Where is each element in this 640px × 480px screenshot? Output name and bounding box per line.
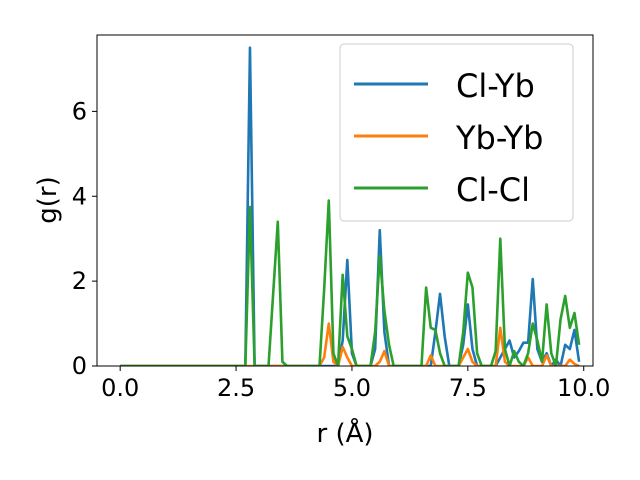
y-axis-ticks: 0 2 4 6 <box>72 97 97 380</box>
x-tick-label: 2.5 <box>217 374 255 402</box>
legend: Cl-Yb Yb-Yb Cl-Cl <box>339 43 574 222</box>
x-tick-label: 10.0 <box>557 374 610 402</box>
series-line-cl-cl <box>120 199 581 366</box>
x-tick-label: 7.5 <box>449 374 487 402</box>
plot-area <box>96 34 594 367</box>
legend-label-cl-cl: Cl-Cl <box>456 171 530 209</box>
y-tick-label: 6 <box>72 97 87 125</box>
x-tick-label: 0.0 <box>101 374 139 402</box>
legend-box <box>339 43 574 222</box>
series-layer <box>120 46 581 366</box>
y-tick-label: 2 <box>72 267 87 295</box>
y-tick-label: 0 <box>72 352 87 380</box>
y-axis-label: g(r) <box>33 176 63 223</box>
x-tick-label: 5.0 <box>333 374 371 402</box>
x-axis-label: r (Å) <box>316 417 373 449</box>
plot-frame <box>96 34 594 367</box>
series-line-yb-yb <box>120 322 580 366</box>
x-axis-ticks: 0.0 2.5 5.0 7.5 10.0 <box>101 366 610 402</box>
legend-label-cl-yb: Cl-Yb <box>456 67 535 105</box>
y-tick-label: 4 <box>72 182 87 210</box>
legend-label-yb-yb: Yb-Yb <box>455 119 543 157</box>
